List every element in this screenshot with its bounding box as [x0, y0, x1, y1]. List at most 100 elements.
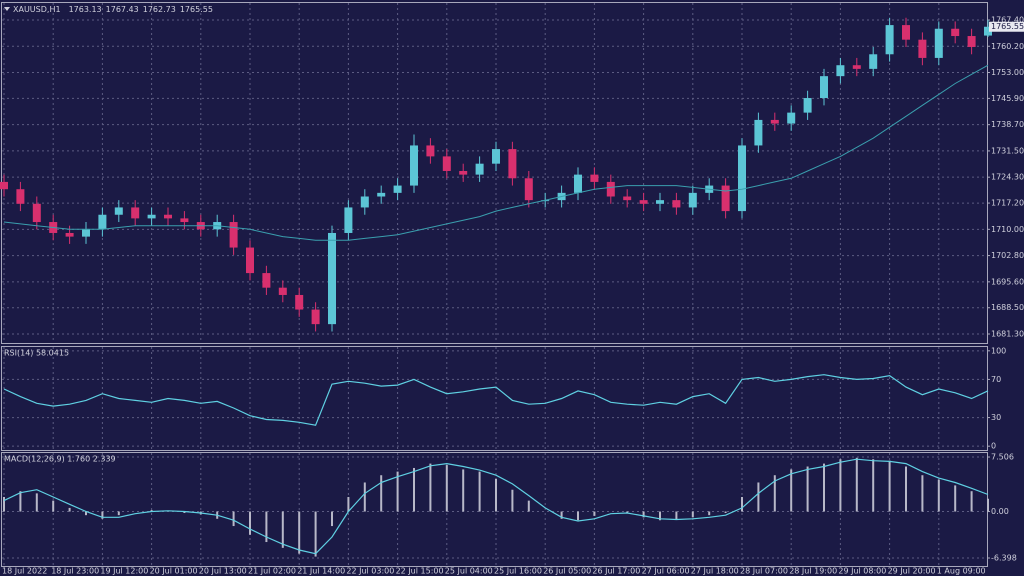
x-tick-label: 1 Aug 09:00: [937, 567, 986, 576]
y-tick-label: 1702.80: [991, 251, 1024, 260]
x-tick-label: 25 Jul 04:00: [445, 567, 493, 576]
candle-body: [393, 185, 402, 193]
x-tick-label: 26 Jul 05:00: [543, 567, 591, 576]
low-value: 1762.73: [143, 5, 176, 14]
candle-body: [82, 229, 90, 237]
macd-bar: [888, 460, 891, 512]
y-tick-label: 1738.70: [991, 120, 1024, 129]
x-tick-label: 20 Jul 13:00: [199, 567, 247, 576]
candle-body: [262, 273, 271, 288]
candle-body: [984, 26, 992, 36]
macd-bar: [773, 475, 776, 512]
y-tick-label: 1688.50: [991, 303, 1024, 312]
macd-bar: [232, 511, 235, 527]
candle-body: [98, 214, 107, 230]
macd-bar: [872, 459, 875, 512]
x-tick-label: 19 Jul 12:00: [100, 567, 148, 576]
moving-average: [3, 64, 989, 241]
candle-body: [852, 65, 861, 69]
candle-body: [278, 287, 287, 295]
macd-bar: [462, 469, 465, 512]
macd-bar: [19, 491, 22, 512]
macd-bar: [52, 500, 55, 512]
y-tick-label: 1753.00: [991, 68, 1024, 77]
candle-body: [459, 170, 468, 175]
macd-bar: [347, 497, 350, 512]
macd-bar: [708, 511, 711, 516]
y-tick-label: 70: [991, 375, 1001, 384]
x-tick-label: 25 Jul 16:00: [494, 567, 542, 576]
candle-body: [672, 200, 681, 208]
macd-bar: [298, 511, 301, 554]
macd-bar: [314, 511, 317, 557]
macd-bar: [265, 511, 268, 543]
macd-bar: [445, 465, 448, 512]
macd-bar: [478, 471, 481, 512]
y-tick-label: 1681.30: [991, 329, 1024, 338]
candle-body: [934, 28, 943, 58]
rsi-line: [3, 374, 989, 426]
candle-body: [164, 214, 172, 219]
macd-bar: [790, 469, 793, 512]
x-tick-label: 22 Jul 15:00: [396, 567, 444, 576]
candle-body: [738, 145, 746, 212]
macd-bar: [855, 457, 858, 512]
macd-bar: [380, 475, 383, 512]
x-tick-label: 29 Jul 20:00: [888, 567, 936, 576]
macd-bar: [823, 463, 825, 512]
macd-bar: [331, 511, 333, 527]
macd-bar: [101, 511, 104, 519]
macd-bar: [183, 511, 186, 513]
x-tick-label: 18 Jul 2022: [2, 567, 47, 576]
price-tag-label: 1765.55: [991, 22, 1024, 31]
macd-bar: [757, 482, 760, 512]
candle-body: [475, 163, 484, 175]
macd-bar: [675, 511, 678, 520]
candle-body: [885, 25, 894, 55]
signal-line: [3, 458, 989, 555]
x-tick-label: 21 Jul 02:00: [248, 567, 296, 576]
y-tick-label: 1710.00: [991, 225, 1024, 234]
candle-body: [721, 185, 730, 212]
y-tick-label: 1760.20: [991, 42, 1024, 51]
candle-body: [836, 65, 845, 77]
candle-body: [918, 39, 927, 58]
x-tick-label: 28 Jul 07:00: [740, 567, 788, 576]
price-tag: [989, 21, 1024, 32]
candle-body: [147, 214, 156, 219]
macd-bar: [593, 511, 596, 516]
candle-body: [344, 207, 353, 233]
x-tick-label: 21 Jul 14:00: [297, 567, 345, 576]
symbol: XAUUSD,H1: [13, 5, 61, 14]
macd-bar: [806, 466, 809, 512]
candle-body: [639, 200, 648, 204]
y-tick-label: 1731.50: [991, 146, 1024, 155]
macd-bar: [905, 466, 907, 512]
candle-body: [410, 145, 418, 186]
candle-body: [295, 294, 304, 310]
macd-bar: [839, 459, 842, 512]
candle-body: [131, 207, 140, 219]
candle-body: [820, 76, 828, 99]
macd-bar: [921, 475, 924, 512]
y-tick-label: 1695.60: [991, 277, 1024, 286]
macd-bar: [954, 485, 957, 512]
x-tick-label: 27 Jul 18:00: [691, 567, 739, 576]
macd-bar: [68, 507, 71, 512]
x-tick-label: 27 Jul 06:00: [642, 567, 690, 576]
candle-body: [656, 200, 664, 204]
candle-body: [311, 309, 320, 325]
candle-body: [967, 36, 976, 47]
candle-body: [114, 207, 123, 215]
x-tick-label: 26 Jul 17:00: [592, 567, 640, 576]
y-tick-label: 0.00: [991, 507, 1009, 516]
macd-bar: [511, 489, 514, 512]
candle-body: [360, 196, 369, 208]
x-tick-label: 29 Jul 08:00: [838, 567, 886, 576]
candle-body: [377, 192, 386, 197]
candle-body: [951, 28, 960, 37]
y-tick-label: 1745.90: [991, 94, 1024, 103]
candle-body: [492, 149, 500, 164]
x-tick-label: 18 Jul 23:00: [51, 567, 99, 576]
